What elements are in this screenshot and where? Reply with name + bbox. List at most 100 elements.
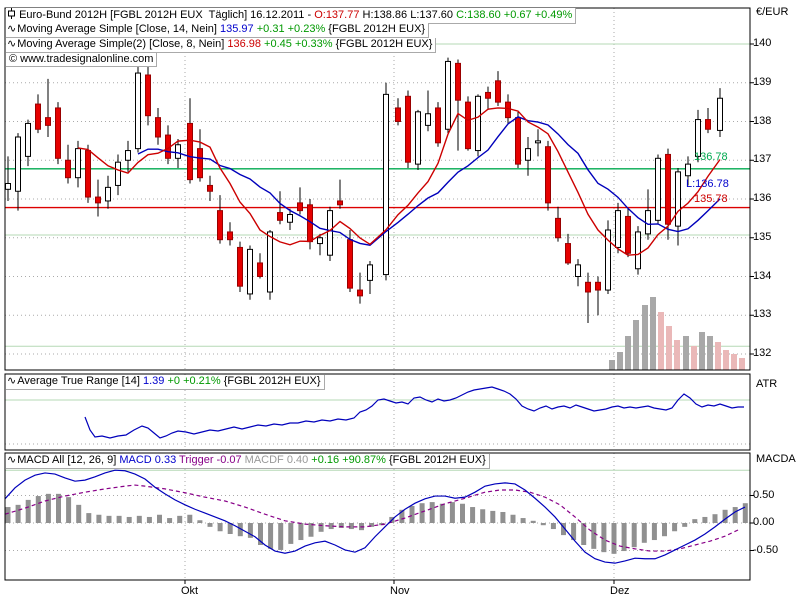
candle-up[interactable] (635, 231, 641, 270)
candle-down[interactable] (207, 184, 213, 192)
candle-up[interactable] (475, 95, 481, 152)
macd-histogram-bar (15, 504, 21, 523)
atr-symbol: {FGBL 2012H EUX} (223, 375, 321, 387)
candle-down[interactable] (237, 246, 243, 287)
candle-up[interactable] (575, 264, 581, 277)
candle-down[interactable] (297, 202, 303, 212)
volume-bar (633, 320, 639, 370)
candle-up[interactable] (267, 231, 273, 293)
candle-down[interactable] (145, 74, 151, 117)
candle-down[interactable] (505, 101, 511, 119)
ma14-change: +0.31 +0.23% (253, 23, 329, 35)
candle-up[interactable] (445, 60, 451, 130)
macd-histogram-bar (207, 523, 213, 527)
candle-down[interactable] (495, 80, 501, 103)
candle-up[interactable] (425, 113, 431, 126)
candle-down[interactable] (465, 101, 471, 150)
candle-up[interactable] (317, 237, 323, 245)
candle-up[interactable] (135, 72, 141, 150)
close-value: C:138.60 +0.67 +0.49% (456, 9, 573, 21)
candle-down[interactable] (435, 107, 441, 144)
candle-down[interactable] (405, 95, 411, 163)
candle-up[interactable] (685, 163, 691, 177)
candle-down[interactable] (55, 107, 61, 159)
candle-up[interactable] (287, 214, 293, 223)
candle-up[interactable] (175, 144, 181, 159)
candle-down[interactable] (565, 243, 571, 264)
candle-up[interactable] (525, 148, 531, 161)
candle-up[interactable] (675, 171, 681, 227)
candle-down[interactable] (585, 281, 591, 293)
blue-level-label: L:136.78 (686, 178, 729, 190)
candle-up[interactable] (327, 210, 333, 256)
candle-down[interactable] (347, 239, 353, 289)
panel-frame (4, 373, 751, 451)
candle-down[interactable] (337, 200, 343, 206)
candle-up[interactable] (125, 150, 131, 161)
candle-down[interactable] (95, 196, 101, 204)
candle-down[interactable] (357, 289, 363, 297)
candle-down[interactable] (395, 107, 401, 122)
candle-down[interactable] (85, 150, 91, 198)
volume-bar (691, 346, 697, 370)
atr-header: ∿Average True Range [14] 1.39 +0 +0.21% … (6, 375, 325, 390)
macd-histogram-bar (662, 523, 667, 537)
macd-histogram-bar (298, 523, 304, 541)
candle-down[interactable] (35, 103, 41, 130)
volume-bar (723, 350, 729, 370)
candle-down[interactable] (45, 117, 51, 126)
macd-histogram-bar (56, 493, 61, 523)
candle-up[interactable] (615, 210, 621, 248)
candle-up[interactable] (105, 186, 111, 202)
candle-down[interactable] (555, 217, 561, 239)
candle-up[interactable] (717, 97, 723, 131)
candle-down[interactable] (197, 148, 203, 179)
candle-down[interactable] (155, 117, 161, 138)
candle-down[interactable] (515, 117, 521, 165)
macd-histogram-bar (45, 493, 51, 523)
candle-down[interactable] (187, 122, 193, 181)
macd-histogram-bar (429, 502, 435, 523)
candle-down[interactable] (227, 231, 233, 241)
macd-histogram-bar (561, 523, 566, 536)
candle-down[interactable] (545, 146, 551, 204)
candle-up[interactable] (367, 264, 373, 281)
candle-down[interactable] (257, 262, 263, 277)
candle-up[interactable] (383, 93, 389, 276)
candle-down[interactable] (625, 215, 631, 254)
candle-up[interactable] (535, 140, 541, 144)
candle-down[interactable] (665, 153, 671, 225)
candle-down[interactable] (455, 62, 461, 101)
candle-up[interactable] (645, 210, 651, 235)
candle-down[interactable] (595, 281, 601, 291)
month-label-dez: Dez (610, 585, 630, 597)
candle-down[interactable] (277, 212, 283, 221)
candle-up[interactable] (605, 229, 611, 291)
candle-up[interactable] (75, 148, 81, 179)
candle-up[interactable] (247, 248, 253, 295)
macd-histogram-bar (480, 509, 486, 523)
candle-up[interactable] (115, 161, 121, 186)
candle-up[interactable] (695, 119, 701, 157)
candle-down[interactable] (485, 91, 491, 99)
candle-down[interactable] (217, 210, 223, 241)
macd-histogram-bar (35, 496, 41, 523)
macd-histogram-bar (136, 515, 142, 523)
macd-histogram-bar (439, 503, 445, 523)
candle-up[interactable] (415, 111, 421, 165)
ma8-value: 136.98 (227, 38, 261, 50)
macd-histogram-bar (702, 516, 708, 523)
candle-up[interactable] (655, 157, 661, 221)
macd-histogram-bar (651, 523, 657, 541)
candle-up[interactable] (25, 122, 31, 157)
candle-down[interactable] (65, 159, 71, 179)
volume-bar (642, 305, 648, 370)
wave-line-icon: ∿ (7, 23, 17, 35)
macd-histogram-bar (338, 523, 344, 528)
candle-down[interactable] (705, 119, 711, 130)
candle-up[interactable] (5, 183, 11, 190)
candle-up[interactable] (15, 136, 21, 192)
macd-histogram-bar (288, 523, 294, 544)
